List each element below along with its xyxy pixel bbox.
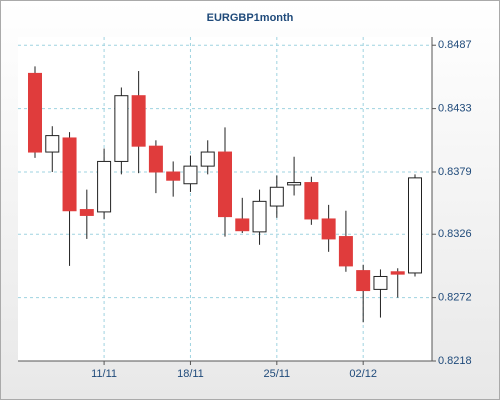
candle-body xyxy=(287,182,302,186)
y-tick-label: 0.8433 xyxy=(438,103,472,115)
chart-title: EURGBP1month xyxy=(207,12,294,24)
candle-body xyxy=(79,209,94,216)
candle-body xyxy=(408,177,422,274)
candle-body xyxy=(28,72,42,153)
candle-body xyxy=(166,171,181,181)
candle-body xyxy=(114,95,129,162)
x-tick-label: 02/12 xyxy=(349,368,377,380)
candle-body xyxy=(131,95,146,147)
candle-body xyxy=(390,271,405,275)
candle-body xyxy=(304,182,319,220)
candle-body xyxy=(62,137,77,212)
y-tick-label: 0.8379 xyxy=(438,166,472,178)
candle-body xyxy=(356,270,371,292)
y-tick-label: 0.8272 xyxy=(438,292,472,304)
candle-body xyxy=(45,135,60,153)
candle-body xyxy=(235,218,250,232)
candle-body xyxy=(218,151,232,218)
y-tick-label: 0.8487 xyxy=(438,39,472,51)
candle-body xyxy=(373,275,388,290)
candle-body xyxy=(200,151,215,167)
y-tick-label: 0.8326 xyxy=(438,228,472,240)
candle-body xyxy=(252,200,267,233)
x-tick-label: 25/11 xyxy=(263,368,290,380)
candle-body xyxy=(269,186,284,207)
candle-body xyxy=(148,145,163,173)
candle-body xyxy=(338,236,353,267)
y-tick-label: 0.8218 xyxy=(438,355,472,367)
candle-body xyxy=(321,218,336,240)
candle-body xyxy=(183,165,198,185)
x-tick-label: 11/11 xyxy=(91,368,117,380)
candle-body xyxy=(97,160,112,213)
x-tick-label: 18/11 xyxy=(177,368,204,380)
